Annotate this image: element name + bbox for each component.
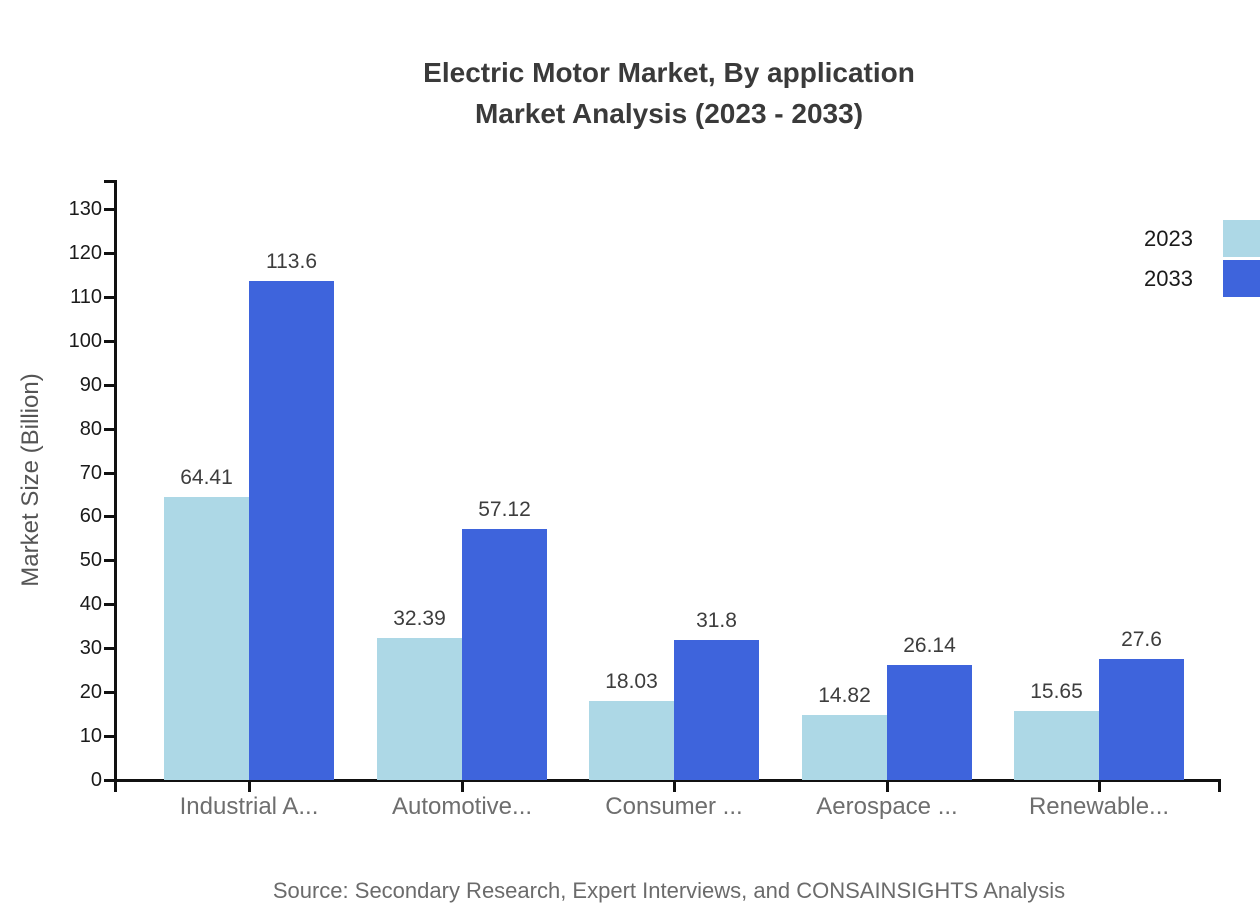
y-axis-tick [104,603,115,606]
y-axis-tick-label: 120 [68,242,102,264]
y-axis-tick [104,559,115,562]
bar-2023-cat2 [589,701,674,780]
bar-value-label: 64.41 [180,466,233,489]
source-attribution: Source: Secondary Research, Expert Inter… [272,878,1066,903]
legend-label-2023: 2023 [1144,226,1193,251]
bar-value-label: 26.14 [903,634,956,657]
y-axis-end-cap [104,180,115,183]
y-axis-tick [104,647,115,650]
chart-title: Electric Motor Market, By application Ma… [423,52,915,134]
y-axis-tick-label: 40 [79,593,102,615]
bar-value-label: 57.12 [478,498,531,521]
bar-2033-cat3 [887,665,972,780]
y-axis-tick-label: 80 [79,418,102,440]
x-axis-category-label: Automotive... [391,793,533,820]
y-axis-tick-label: 110 [70,286,102,308]
y-axis-tick [104,515,115,518]
chart-title-line2: Market Analysis (2023 - 2033) [474,98,864,129]
y-axis-tick-label: 30 [79,637,102,659]
x-axis-tick [886,781,889,792]
x-axis-category-label: Industrial A... [179,793,319,820]
y-axis-tick-label: 60 [79,505,102,527]
legend-label-2033: 2033 [1144,266,1193,291]
x-axis-category-label: Aerospace ... [816,793,958,820]
y-axis-tick [104,384,115,387]
bar-2033-cat4 [1099,659,1184,780]
bar-value-label: 113.6 [266,250,317,273]
x-axis-category-label: Renewable... [1028,793,1170,820]
x-axis-end-tick [114,781,117,792]
y-axis-tick-label: 20 [79,681,102,703]
y-axis-tick-label: 90 [79,374,102,396]
y-axis-tick [104,691,115,694]
bar-2023-cat1 [377,638,462,780]
x-axis-tick [1098,781,1101,792]
y-axis-tick [104,340,115,343]
y-axis-line [114,180,117,782]
x-axis-line [114,779,1221,782]
y-axis-tick-label: 50 [79,549,102,571]
y-axis-tick [104,296,115,299]
legend-swatch-2023 [1223,220,1260,257]
x-axis-category-label: Consumer ... [605,793,743,820]
bar-value-label: 31.8 [696,609,737,632]
y-axis-tick-label: 10 [79,725,102,747]
y-axis-tick [104,472,115,475]
bar-2033-cat0 [249,281,334,780]
bar-value-label: 32.39 [393,607,446,630]
bar-2033-cat2 [674,640,759,780]
bar-2023-cat3 [802,715,887,780]
bar-value-label: 27.6 [1121,628,1162,651]
bar-2023-cat0 [164,497,249,780]
y-axis-tick-label: 70 [79,462,102,484]
x-axis-end-tick [1218,781,1221,792]
x-axis-tick [461,781,464,792]
bar-value-label: 15.65 [1030,680,1083,703]
bar-value-label: 18.03 [605,670,658,693]
y-axis-tick [104,252,115,255]
y-axis-tick [104,735,115,738]
y-axis-tick-label: 100 [68,330,102,352]
x-axis-tick [248,781,251,792]
y-axis-tick [104,208,115,211]
x-axis-tick [673,781,676,792]
legend-swatch-2033 [1223,260,1260,297]
y-axis-tick-label: 130 [68,198,102,220]
y-axis-tick [104,428,115,431]
bar-2023-cat4 [1014,711,1099,780]
y-axis-tick [104,779,115,782]
chart-title-line1: Electric Motor Market, By application [423,57,915,88]
y-axis-title: Market Size (Billion) [17,373,44,587]
y-axis-tick-label: 0 [90,769,102,791]
bar-2033-cat1 [462,529,547,780]
bar-value-label: 14.82 [818,684,871,707]
